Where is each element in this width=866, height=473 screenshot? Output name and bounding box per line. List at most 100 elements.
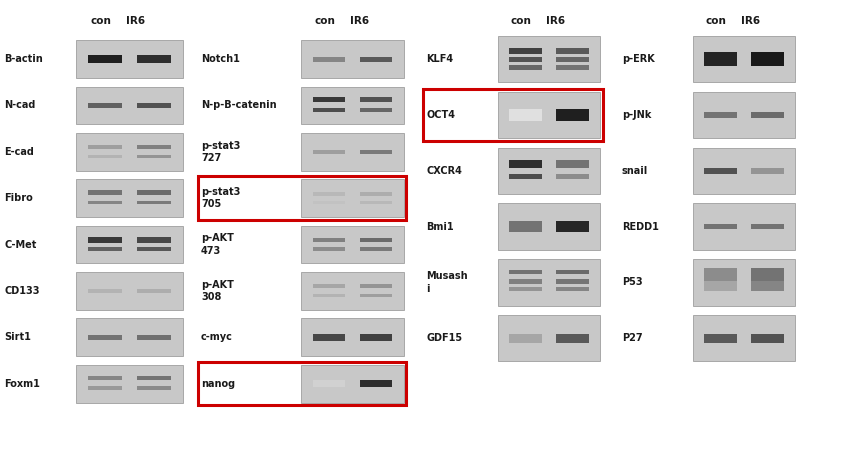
Bar <box>704 281 737 291</box>
Text: 727: 727 <box>201 153 221 163</box>
Bar <box>137 55 171 63</box>
Bar <box>76 133 183 171</box>
Bar <box>751 281 784 291</box>
Bar <box>359 57 392 61</box>
Bar <box>88 103 122 108</box>
Text: c-myc: c-myc <box>201 332 233 342</box>
Bar <box>88 376 122 380</box>
Bar <box>359 334 392 341</box>
Text: Fibro: Fibro <box>4 193 33 203</box>
Text: Bmi1: Bmi1 <box>426 221 454 232</box>
Bar <box>704 112 737 118</box>
Bar <box>359 192 392 195</box>
Bar <box>76 318 183 356</box>
Text: Notch1: Notch1 <box>201 54 240 64</box>
Text: Sirt1: Sirt1 <box>4 332 31 342</box>
Bar <box>313 284 346 288</box>
Bar <box>704 52 737 66</box>
Bar <box>76 272 183 310</box>
Bar <box>509 280 542 283</box>
Bar <box>88 247 122 251</box>
Bar <box>301 133 404 171</box>
Bar <box>509 57 542 61</box>
Bar <box>359 247 392 251</box>
Bar <box>301 226 404 263</box>
Bar <box>359 238 392 242</box>
Bar <box>704 334 737 342</box>
Text: IR6: IR6 <box>741 16 760 26</box>
Bar <box>301 318 404 356</box>
Bar <box>88 55 122 63</box>
Bar <box>556 65 589 70</box>
Bar <box>498 36 600 82</box>
Text: snail: snail <box>622 166 648 176</box>
Text: Musashi: Musashi <box>426 277 471 288</box>
Text: B-actin: B-actin <box>4 54 43 64</box>
Bar <box>509 174 542 179</box>
Text: N-p-B-catenin: N-p-B-catenin <box>201 100 276 111</box>
Bar <box>313 247 346 251</box>
Bar <box>301 365 404 403</box>
Bar <box>76 365 183 403</box>
Text: p-AKT: p-AKT <box>201 280 234 290</box>
Text: nanog: nanog <box>201 378 235 389</box>
Bar <box>509 270 542 274</box>
Bar <box>704 268 737 280</box>
Text: OCT4: OCT4 <box>426 110 455 120</box>
Bar <box>313 150 346 154</box>
Text: CXCR4: CXCR4 <box>426 166 462 176</box>
Text: con: con <box>314 16 335 26</box>
Bar <box>359 201 392 204</box>
Bar <box>88 145 122 149</box>
Bar <box>301 40 404 78</box>
Bar <box>88 191 122 194</box>
Bar <box>137 201 171 204</box>
Text: C-Met: C-Met <box>4 239 36 250</box>
Bar <box>556 288 589 291</box>
Bar <box>425 263 494 301</box>
Bar <box>693 259 795 306</box>
Bar <box>137 237 171 243</box>
Bar <box>76 226 183 263</box>
Text: 308: 308 <box>201 292 222 302</box>
Bar <box>313 201 346 204</box>
Text: IR6: IR6 <box>546 16 565 26</box>
Bar <box>423 89 603 141</box>
Bar <box>498 92 600 138</box>
Bar <box>751 52 784 66</box>
Bar <box>301 272 404 310</box>
Bar <box>359 294 392 297</box>
Bar <box>76 87 183 124</box>
Bar <box>556 334 589 342</box>
Text: E-cad: E-cad <box>4 147 34 157</box>
Bar <box>509 48 542 54</box>
Bar <box>76 179 183 217</box>
Bar <box>498 259 600 306</box>
Bar <box>704 167 737 174</box>
Bar <box>556 280 589 283</box>
Text: p-stat3: p-stat3 <box>201 140 240 151</box>
Bar <box>704 224 737 229</box>
Bar <box>509 65 542 70</box>
Bar <box>137 247 171 251</box>
Bar <box>313 108 346 112</box>
Bar <box>313 380 346 387</box>
Bar <box>137 289 171 293</box>
Text: N-cad: N-cad <box>4 100 36 111</box>
Bar <box>313 192 346 195</box>
Bar <box>693 92 795 138</box>
Bar <box>137 155 171 158</box>
Bar <box>556 48 589 54</box>
Bar <box>751 334 784 342</box>
Text: p-JNk: p-JNk <box>622 110 651 120</box>
Bar <box>88 386 122 390</box>
Bar <box>76 40 183 78</box>
Bar <box>498 315 600 361</box>
Bar <box>359 150 392 154</box>
Text: 473: 473 <box>201 245 221 256</box>
Bar <box>359 97 392 103</box>
Text: p-stat3: p-stat3 <box>201 187 240 197</box>
Bar <box>198 176 406 220</box>
Bar <box>313 294 346 297</box>
Bar <box>137 376 171 380</box>
